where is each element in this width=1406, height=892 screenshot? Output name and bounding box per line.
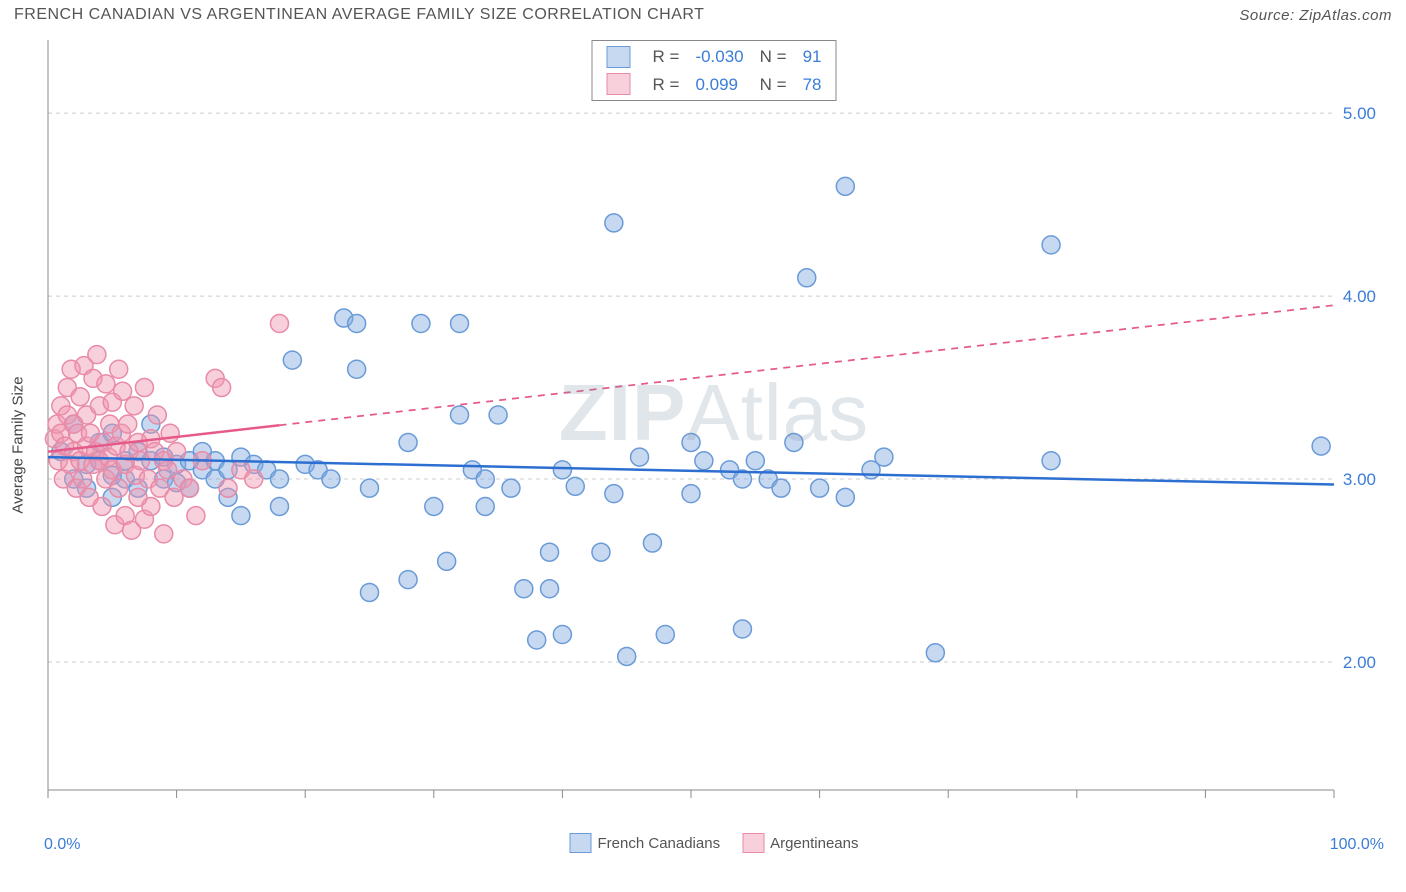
- swatch-pink-icon: [607, 73, 631, 95]
- swatch-pink-icon: [742, 833, 764, 853]
- svg-text:2.00: 2.00: [1343, 653, 1376, 672]
- legend-label-blue: French Canadians: [598, 835, 721, 852]
- legend-item-blue: French Canadians: [570, 834, 721, 854]
- watermark: ZIPAtlas: [559, 367, 869, 459]
- legend-item-pink: Argentineans: [742, 834, 858, 854]
- bottom-legend: French Canadians Argentineans: [570, 834, 859, 854]
- source-name: ZipAtlas.com: [1299, 7, 1392, 24]
- correlation-row-blue: R = -0.030 N = 91: [599, 43, 830, 71]
- n-label: N =: [752, 43, 795, 71]
- correlation-table: R = -0.030 N = 91 R = 0.099 N = 78: [599, 43, 830, 98]
- y-axis-label: Average Family Size: [10, 376, 27, 513]
- r-value-pink: 0.099: [687, 71, 751, 99]
- source-label: Source: ZipAtlas.com: [1239, 7, 1392, 24]
- swatch-blue-icon: [570, 833, 592, 853]
- svg-text:3.00: 3.00: [1343, 470, 1376, 489]
- swatch-blue-icon: [607, 46, 631, 68]
- r-label: R =: [645, 43, 688, 71]
- x-axis-max-label: 100.0%: [1330, 836, 1384, 854]
- correlation-row-pink: R = 0.099 N = 78: [599, 71, 830, 99]
- n-label: N =: [752, 71, 795, 99]
- correlation-box: R = -0.030 N = 91 R = 0.099 N = 78: [592, 40, 837, 101]
- r-label: R =: [645, 71, 688, 99]
- source-prefix: Source:: [1239, 7, 1299, 24]
- title-bar: FRENCH CANADIAN VS ARGENTINEAN AVERAGE F…: [14, 6, 1392, 24]
- legend-label-pink: Argentineans: [770, 835, 858, 852]
- chart-title: FRENCH CANADIAN VS ARGENTINEAN AVERAGE F…: [14, 6, 704, 24]
- svg-text:4.00: 4.00: [1343, 287, 1376, 306]
- chart-area: Average Family Size 2.003.004.005.00 ZIP…: [44, 40, 1384, 850]
- svg-text:5.00: 5.00: [1343, 104, 1376, 123]
- n-value-blue: 91: [795, 43, 830, 71]
- x-axis-min-label: 0.0%: [44, 836, 80, 854]
- n-value-pink: 78: [795, 71, 830, 99]
- r-value-blue: -0.030: [687, 43, 751, 71]
